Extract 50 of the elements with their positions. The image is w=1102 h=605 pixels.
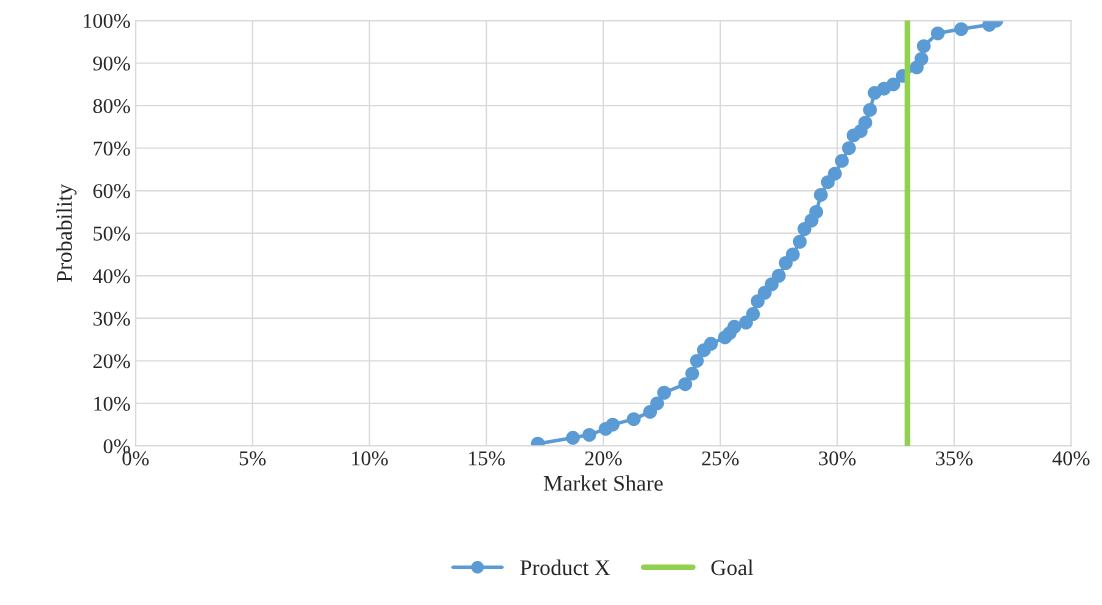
point — [643, 404, 658, 419]
point — [657, 385, 672, 400]
point — [886, 77, 901, 92]
legend-label: Product X — [520, 559, 611, 576]
point — [809, 205, 824, 219]
point — [914, 51, 929, 66]
point — [678, 377, 693, 392]
y-tick-label: 20% — [93, 354, 130, 369]
point — [771, 268, 786, 283]
y-tick-label: 90% — [93, 56, 130, 71]
y-tick-label: 100% — [83, 13, 130, 29]
point — [650, 396, 665, 411]
point — [863, 102, 877, 117]
y-tick-label: 30% — [93, 311, 130, 326]
x-tick-label: 5% — [239, 451, 266, 466]
x-axis-title: Market Share — [543, 475, 663, 491]
x-tick-label: 35% — [936, 451, 973, 466]
x-tick-label: 25% — [702, 451, 739, 466]
x-tick-label: 20% — [585, 451, 622, 466]
point — [858, 115, 873, 130]
x-tick-label: 15% — [469, 451, 505, 466]
x-tick-label: 10% — [352, 451, 388, 466]
point — [689, 353, 704, 368]
point — [582, 427, 597, 442]
point — [703, 336, 718, 351]
point — [834, 153, 849, 168]
point — [827, 166, 842, 181]
y-axis-title: Probability — [56, 183, 77, 282]
point — [727, 319, 742, 334]
y-tick-label: 80% — [93, 99, 130, 114]
y-tick-label: 60% — [93, 184, 130, 199]
point — [785, 247, 800, 262]
point — [916, 39, 931, 54]
point — [841, 141, 856, 156]
point — [954, 22, 969, 37]
legend-label: Goal — [711, 559, 754, 576]
y-tick-label: 50% — [93, 226, 130, 241]
y-tick-label: 40% — [92, 269, 130, 284]
point — [746, 307, 760, 321]
y-tick-label: 10% — [94, 396, 130, 411]
point — [605, 417, 620, 432]
point — [930, 26, 945, 41]
x-tick-label: 40% — [1052, 451, 1090, 466]
point — [626, 412, 641, 427]
point — [792, 234, 807, 249]
x-tick-label: 30% — [819, 451, 856, 466]
point — [685, 366, 700, 381]
y-tick-label: 70% — [93, 141, 130, 156]
point — [565, 430, 580, 445]
point — [813, 188, 828, 202]
